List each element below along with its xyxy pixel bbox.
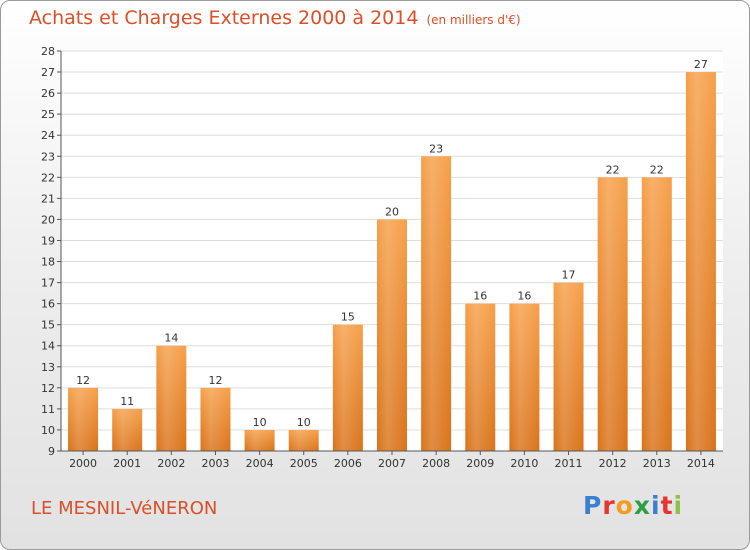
x-tick-label: 2014: [687, 457, 715, 470]
bar-highlight: [377, 219, 407, 451]
x-tick-label: 2012: [599, 457, 627, 470]
logo-letter: o: [615, 491, 634, 520]
bar-highlight: [421, 156, 452, 451]
bar-highlight: [332, 324, 363, 451]
logo-letter: r: [602, 491, 616, 520]
y-tick-label: 12: [41, 382, 55, 395]
y-tick-label: 18: [41, 256, 55, 269]
y-tick-label: 14: [41, 340, 55, 353]
town-name: LE MESNIL-VéNERON: [31, 498, 218, 519]
data-label: 14: [164, 332, 178, 345]
y-tick-label: 28: [41, 45, 55, 58]
x-tick-label: 2008: [422, 457, 450, 470]
y-tick-label: 11: [41, 403, 55, 416]
bar-highlight: [509, 303, 540, 451]
data-label: 20: [385, 205, 399, 218]
chart-subtitle: (en milliers d'€): [426, 13, 521, 27]
x-axis: 2000 2001 2002 2003 2004 2005 2006 2007 2008 2009…: [61, 450, 723, 470]
bar-highlight: [68, 387, 99, 451]
y-tick-label: 9: [48, 445, 55, 458]
x-tick-label: 2000: [69, 457, 97, 470]
x-tick-label: 2003: [201, 457, 229, 470]
data-label: 17: [562, 269, 576, 282]
y-tick-label: 10: [41, 424, 55, 437]
data-label: 16: [517, 290, 531, 303]
x-tick-label: 2006: [334, 457, 362, 470]
x-tick-label: 2010: [510, 457, 538, 470]
data-label: 12: [76, 374, 90, 387]
x-tick-label: 2001: [113, 457, 141, 470]
data-label: 11: [120, 395, 134, 408]
data-label: 22: [606, 163, 620, 176]
bar-highlight: [465, 303, 496, 451]
data-label: 12: [208, 374, 222, 387]
y-tick-label: 17: [41, 277, 55, 290]
y-tick-label: 27: [41, 66, 55, 79]
data-label: 15: [341, 311, 355, 324]
data-label: 23: [429, 142, 443, 155]
y-tick-label: 21: [41, 192, 55, 205]
proxiti-logo[interactable]: Proxiti: [583, 491, 683, 520]
x-tick-label: 2009: [466, 457, 494, 470]
data-label: 22: [650, 163, 664, 176]
bar-highlight: [597, 177, 628, 451]
y-tick-label: 16: [41, 298, 55, 311]
logo-letter: i: [651, 491, 661, 520]
data-label: 27: [694, 58, 708, 71]
bar-highlight: [244, 429, 275, 451]
x-tick-label: 2004: [246, 457, 274, 470]
x-tick-label: 2007: [378, 457, 406, 470]
data-label: 16: [473, 290, 487, 303]
y-tick-label: 13: [41, 361, 55, 374]
x-tick-label: 2002: [157, 457, 185, 470]
bar-highlight: [288, 429, 319, 451]
bar-highlight: [641, 177, 672, 451]
bar-highlight: [685, 72, 716, 451]
x-tick-label: 2013: [643, 457, 671, 470]
bar-highlight: [200, 387, 231, 451]
data-label: 10: [253, 416, 267, 429]
y-axis: 9 10 11 12 13 14 15 16 17 18 19 20 21 22 23 24 25 26 27 28: [41, 45, 62, 458]
logo-letter: x: [633, 491, 651, 520]
bar-highlight: [156, 345, 187, 451]
x-tick-label: 2011: [555, 457, 583, 470]
y-tick-label: 22: [41, 171, 55, 184]
y-tick-label: 23: [41, 150, 55, 163]
bars: 12 11 14 12 10 10 15 20 23 16 16 17 22 22 27: [68, 58, 716, 451]
data-label: 10: [297, 416, 311, 429]
logo-letter: t: [660, 491, 674, 520]
y-tick-label: 20: [41, 213, 55, 226]
chart-title: Achats et Charges Externes 2000 à 2014 (e…: [29, 7, 521, 29]
logo-letter: P: [583, 491, 603, 520]
logo-letter: i: [673, 491, 684, 520]
chart-title-text: Achats et Charges Externes 2000 à 2014: [29, 7, 419, 29]
y-tick-label: 25: [41, 108, 55, 121]
y-tick-label: 15: [41, 319, 55, 332]
x-tick-label: 2005: [290, 457, 318, 470]
y-tick-label: 26: [41, 87, 55, 100]
bar-highlight: [112, 408, 143, 451]
y-tick-label: 19: [41, 234, 55, 247]
bar-highlight: [553, 282, 584, 451]
y-tick-label: 24: [41, 129, 55, 142]
